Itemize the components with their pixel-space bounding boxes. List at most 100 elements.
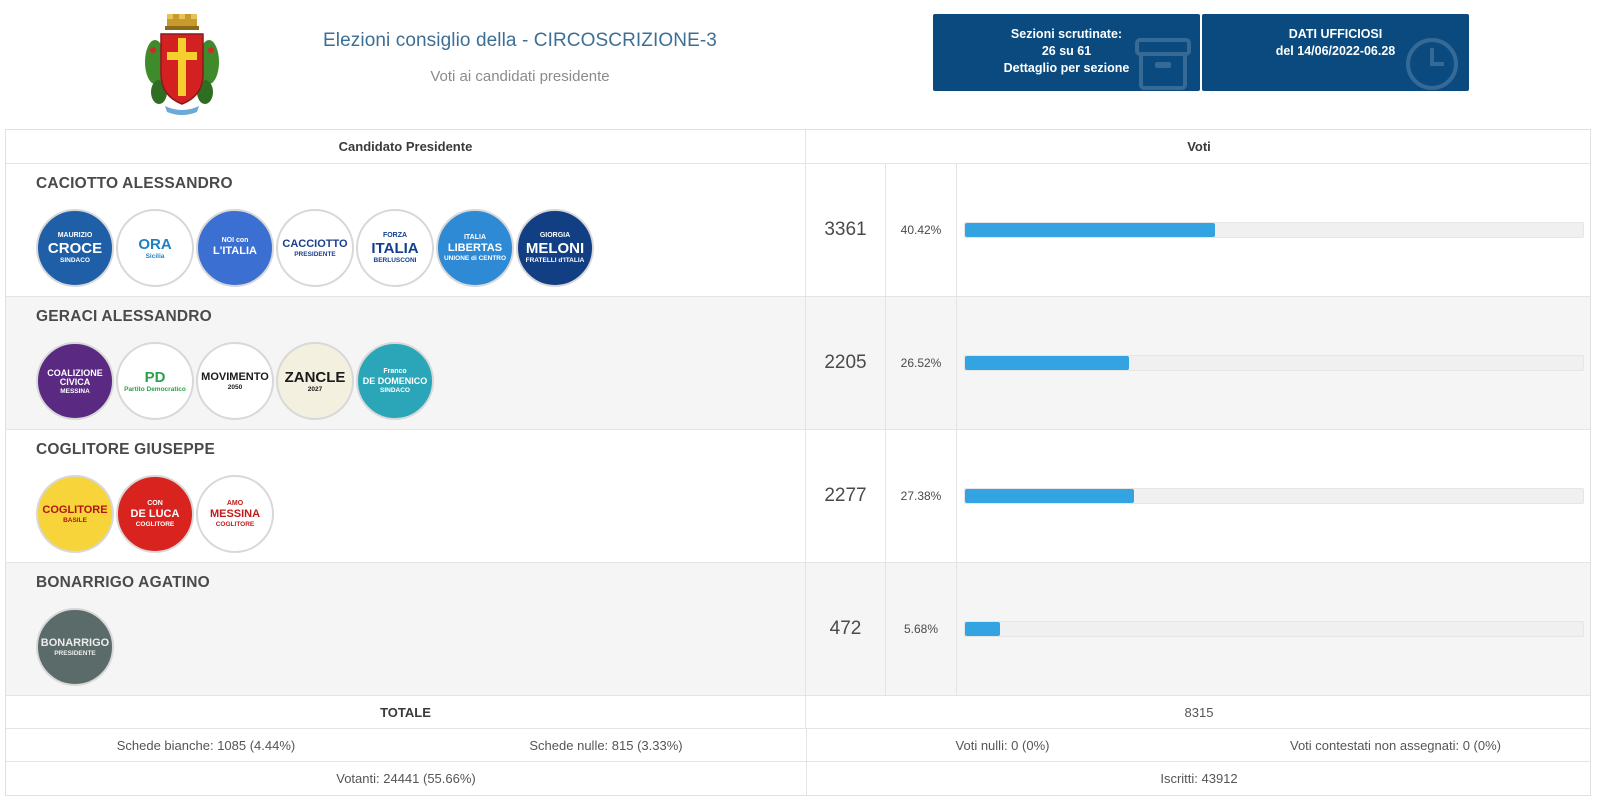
party-logo: ZANCLE 2027: [276, 342, 354, 420]
progress-bar: [964, 488, 1584, 504]
progress-bar: [964, 222, 1584, 238]
party-logo: NOI con L'ITALIA: [196, 209, 274, 287]
party-logo: ORA Sicilia: [116, 209, 194, 287]
candidate-row: BONARRIGO AGATINO BONARRIGO PRESIDENTE 472 5…: [6, 563, 1590, 696]
archive-box-icon: [1135, 38, 1191, 90]
candidate-row: CACIOTTO ALESSANDRO MAURIZIO CROCE SINDACO O…: [6, 164, 1590, 297]
party-logo-main: ITALIA: [371, 239, 419, 257]
party-logo-bottom: COGLITORE: [135, 520, 175, 528]
column-header-candidate: Candidato Presidente: [6, 130, 806, 164]
totals-row: TOTALE 8315: [6, 696, 1590, 729]
party-logo: FORZA ITALIA BERLUSCONI: [356, 209, 434, 287]
sezioni-label: Sezioni scrutinate:: [1010, 27, 1123, 41]
party-logo-bottom: Sicilia: [145, 253, 165, 261]
party-logo-bottom: PRESIDENTE: [54, 650, 96, 658]
party-logo-main: ZANCLE: [284, 369, 346, 387]
candidate-row: COGLITORE GIUSEPPE COGLITORE BASILE CON DE L…: [6, 430, 1590, 563]
party-logos: BONARRIGO PRESIDENTE: [36, 608, 114, 688]
party-logo: Franco DE DOMENICO SINDACO: [356, 342, 434, 420]
candidate-percent: 27.38%: [886, 430, 957, 562]
party-logos: MAURIZIO CROCE SINDACO ORA Sicilia NOI con L'I…: [36, 209, 594, 289]
schede-nulle: Schede nulle: 815 (3.33%): [529, 738, 683, 753]
results-table: Candidato Presidente Voti CACIOTTO ALESS…: [5, 129, 1591, 796]
party-logo-bottom: COGLITORE: [215, 520, 255, 528]
party-logo-top: NOI con: [221, 237, 249, 244]
progress-bar: [964, 355, 1584, 371]
party-logo-bottom: SINDACO: [60, 256, 90, 264]
party-logo-bottom: MESSINA: [60, 387, 90, 395]
candidate-name: GERACI ALESSANDRO: [36, 308, 212, 325]
candidate-cell: GERACI ALESSANDRO COALIZIONE CIVICA MESSIN…: [6, 297, 806, 429]
party-logo-top: FORZA: [382, 231, 408, 239]
dettaglio-sezione-link[interactable]: Dettaglio per sezione: [1003, 61, 1130, 75]
party-logo-bottom: Partito Democratico: [124, 386, 186, 394]
voti-nulli: Voti nulli: 0 (0%): [955, 738, 1050, 753]
schede-bianche: Schede bianche: 1085 (4.44%): [116, 738, 296, 753]
party-logo-bottom: 2050: [227, 384, 243, 392]
party-logo-main: DE LUCA: [130, 507, 180, 520]
candidate-name: CACIOTTO ALESSANDRO: [36, 175, 233, 192]
party-logo-main: COALIZIONE CIVICA: [47, 367, 103, 387]
party-logo: CACCIOTTO PRESIDENTE: [276, 209, 354, 287]
party-logo-main: BONARRIGO: [40, 637, 110, 650]
candidate-votes: 2205: [806, 297, 886, 429]
messina-coat-of-arms-icon: [143, 12, 221, 116]
party-logo: GIORGIA MELONI FRATELLI d'ITALIA: [516, 209, 594, 287]
party-logo-main: L'ITALIA: [213, 245, 257, 257]
candidate-percent: 40.42%: [886, 164, 957, 296]
page-title: Elezioni consiglio della - CIRCOSCRIZION…: [323, 30, 717, 51]
totals-label: TOTALE: [6, 696, 806, 729]
votanti: Votanti: 24441 (55.66%): [336, 771, 476, 786]
candidate-votes: 472: [806, 563, 886, 695]
dati-timestamp: del 14/06/2022-06.28: [1275, 44, 1396, 58]
party-logos: COALIZIONE CIVICA MESSINA PD Partito Democr…: [36, 342, 434, 422]
party-logo-bottom: FRATELLI d'ITALIA: [525, 256, 585, 264]
progress-bar-fill: [965, 622, 1001, 636]
sezioni-count: 26 su 61: [1041, 44, 1092, 58]
dati-ufficiosi-box: DATI UFFICIOSI del 14/06/2022-06.28: [1202, 14, 1469, 91]
progress-bar-fill: [965, 223, 1215, 237]
party-logos: COGLITORE BASILE CON DE LUCA COGLITORE AMO MES…: [36, 475, 274, 555]
party-logo: ITALIA LIBERTAS UNIONE di CENTRO: [436, 209, 514, 287]
party-logo: COALIZIONE CIVICA MESSINA: [36, 342, 114, 420]
sezioni-scrutinate-button[interactable]: Sezioni scrutinate: 26 su 61 Dettaglio p…: [933, 14, 1200, 91]
party-logo: AMO MESSINA COGLITORE: [196, 475, 274, 553]
party-logo: PD Partito Democratico: [116, 342, 194, 420]
candidate-cell: CACIOTTO ALESSANDRO MAURIZIO CROCE SINDACO O…: [6, 164, 806, 296]
party-logo-main: PD: [144, 369, 166, 387]
clock-icon: [1406, 38, 1458, 90]
progress-bar-fill: [965, 489, 1135, 503]
party-logo: CON DE LUCA COGLITORE: [116, 475, 194, 553]
party-logo-main: ORA: [138, 236, 172, 254]
party-logo-main: MELONI: [525, 239, 585, 257]
party-logo-bottom: BERLUSCONI: [373, 256, 417, 264]
party-logo: MOVIMENTO 2050: [196, 342, 274, 420]
party-logo-top: ITALIA: [463, 233, 487, 241]
table-header: Candidato Presidente Voti: [6, 130, 1590, 164]
divider: [806, 762, 807, 795]
candidate-name: COGLITORE GIUSEPPE: [36, 441, 216, 458]
party-logo-main: COGLITORE: [42, 504, 108, 517]
party-logo-main: CROCE: [47, 239, 103, 257]
party-logo-top: AMO: [226, 499, 244, 507]
party-logo-bottom: BASILE: [63, 517, 87, 525]
ballot-stats-row: Schede bianche: 1085 (4.44%) Schede null…: [6, 729, 1590, 762]
turnout-row: Votanti: 24441 (55.66%) Iscritti: 43912: [6, 762, 1590, 795]
progress-bar-fill: [965, 356, 1129, 370]
party-logo: BONARRIGO PRESIDENTE: [36, 608, 114, 686]
party-logo-main: LIBERTAS: [447, 241, 503, 254]
party-logo-top: MAURIZIO: [57, 231, 93, 239]
totals-value: 8315: [1184, 705, 1214, 720]
party-logo-main: MESSINA: [209, 507, 261, 520]
divider: [806, 729, 807, 762]
candidate-votes: 3361: [806, 164, 886, 296]
party-logo-main: DE DOMENICO: [362, 375, 428, 386]
party-logo-bottom: PRESIDENTE: [294, 251, 336, 259]
dati-ufficiosi-label: DATI UFFICIOSI: [1288, 27, 1383, 41]
candidate-row: GERACI ALESSANDRO COALIZIONE CIVICA MESSIN…: [6, 297, 1590, 430]
progress-bar: [964, 621, 1584, 637]
candidate-name: BONARRIGO AGATINO: [36, 574, 210, 591]
party-logo-top: Franco: [383, 367, 407, 375]
candidate-cell: BONARRIGO AGATINO BONARRIGO PRESIDENTE: [6, 563, 806, 695]
voti-contestati: Voti contestati non assegnati: 0 (0%): [1289, 738, 1501, 753]
